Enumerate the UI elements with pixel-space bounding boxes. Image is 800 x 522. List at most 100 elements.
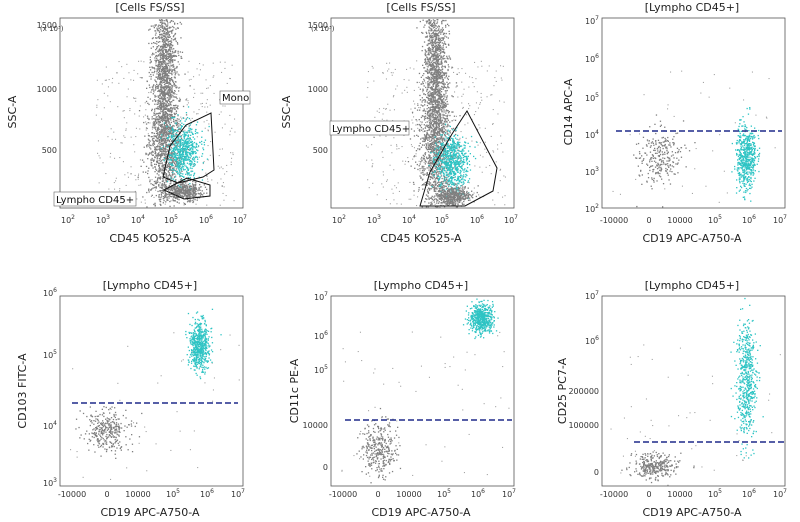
event-dot bbox=[185, 140, 187, 142]
event-dot bbox=[163, 39, 165, 41]
event-dot bbox=[165, 100, 167, 102]
event-dot bbox=[174, 23, 176, 25]
event-dot bbox=[173, 141, 175, 143]
event-dot bbox=[172, 136, 174, 138]
event-dot bbox=[431, 33, 433, 35]
event-dot bbox=[163, 56, 165, 58]
event-dot bbox=[406, 68, 408, 70]
event-dot bbox=[165, 54, 167, 56]
event-dot bbox=[429, 78, 431, 80]
event-dot bbox=[158, 198, 160, 201]
event-dot bbox=[180, 161, 182, 163]
event-dot bbox=[445, 72, 447, 75]
event-dot bbox=[492, 123, 494, 125]
event-dot bbox=[162, 77, 164, 80]
event-dot bbox=[154, 103, 156, 105]
event-dot bbox=[156, 46, 159, 48]
event-dot bbox=[186, 146, 188, 148]
event-dot bbox=[182, 117, 184, 119]
event-dot bbox=[372, 182, 374, 184]
event-dot bbox=[415, 124, 417, 126]
event-dot bbox=[157, 133, 159, 135]
event-dot bbox=[163, 148, 166, 150]
event-dot bbox=[161, 37, 163, 39]
event-dot bbox=[158, 132, 160, 134]
event-dot bbox=[158, 133, 161, 136]
event-dot bbox=[179, 146, 181, 148]
event-dot bbox=[436, 115, 439, 117]
event-dot bbox=[172, 159, 174, 161]
event-dot bbox=[176, 93, 178, 95]
event-dot bbox=[150, 195, 152, 197]
event-dot bbox=[169, 168, 171, 170]
event-dot bbox=[434, 32, 437, 34]
event-dot bbox=[170, 30, 173, 32]
event-dot bbox=[193, 172, 196, 174]
event-dot bbox=[367, 71, 369, 73]
event-dot bbox=[135, 179, 137, 181]
event-dot bbox=[179, 166, 181, 168]
event-dot bbox=[433, 21, 435, 23]
event-dot bbox=[193, 111, 195, 113]
event-dot bbox=[145, 152, 147, 154]
event-dot bbox=[444, 140, 446, 142]
event-dot bbox=[159, 73, 161, 75]
event-dot bbox=[176, 201, 178, 203]
event-dot bbox=[169, 107, 172, 110]
event-dot bbox=[158, 139, 160, 141]
event-dot bbox=[170, 133, 173, 135]
event-dot bbox=[184, 185, 187, 187]
event-dot bbox=[160, 57, 162, 59]
event-dot bbox=[164, 40, 167, 42]
event-dot bbox=[447, 83, 449, 85]
event-dot bbox=[197, 192, 199, 195]
event-dot bbox=[171, 137, 173, 139]
event-dot bbox=[195, 124, 198, 126]
event-dot bbox=[434, 106, 437, 108]
event-dot bbox=[183, 136, 185, 138]
event-dot bbox=[180, 138, 182, 141]
event-dot bbox=[185, 152, 187, 154]
event-dot bbox=[171, 117, 173, 119]
event-dot bbox=[170, 62, 172, 64]
event-dot bbox=[434, 99, 436, 102]
event-dot bbox=[440, 62, 442, 65]
event-dot bbox=[425, 50, 427, 52]
event-dot bbox=[435, 37, 437, 39]
event-dot bbox=[164, 42, 167, 44]
event-dot bbox=[174, 190, 176, 192]
event-dot bbox=[189, 180, 191, 182]
event-dot bbox=[191, 167, 193, 170]
event-dot bbox=[424, 115, 426, 118]
event-dot bbox=[172, 85, 174, 87]
event-dot bbox=[446, 77, 449, 79]
event-dot bbox=[169, 180, 171, 182]
event-dot bbox=[104, 79, 106, 81]
event-dot bbox=[180, 23, 183, 25]
event-dot bbox=[159, 25, 161, 27]
event-dot bbox=[149, 62, 151, 64]
event-dot bbox=[426, 35, 429, 37]
event-dot bbox=[173, 188, 175, 190]
event-dot bbox=[167, 32, 170, 34]
event-dot bbox=[433, 25, 435, 27]
event-dot bbox=[180, 140, 182, 142]
event-dot bbox=[163, 32, 166, 34]
event-dot bbox=[163, 166, 165, 168]
event-dot bbox=[170, 72, 172, 74]
event-dot bbox=[164, 152, 166, 154]
event-dot bbox=[171, 126, 173, 128]
event-dot bbox=[177, 141, 180, 143]
event-dot bbox=[440, 56, 442, 58]
event-dot bbox=[430, 68, 432, 70]
event-dot bbox=[168, 50, 170, 52]
event-dot bbox=[437, 94, 439, 96]
event-dot bbox=[163, 186, 165, 188]
event-dot bbox=[167, 132, 169, 134]
event-dot bbox=[161, 103, 163, 105]
event-dot bbox=[166, 87, 168, 89]
event-dot bbox=[176, 123, 178, 126]
event-dot bbox=[436, 35, 438, 37]
event-dot bbox=[165, 134, 167, 137]
event-dot bbox=[170, 140, 173, 142]
